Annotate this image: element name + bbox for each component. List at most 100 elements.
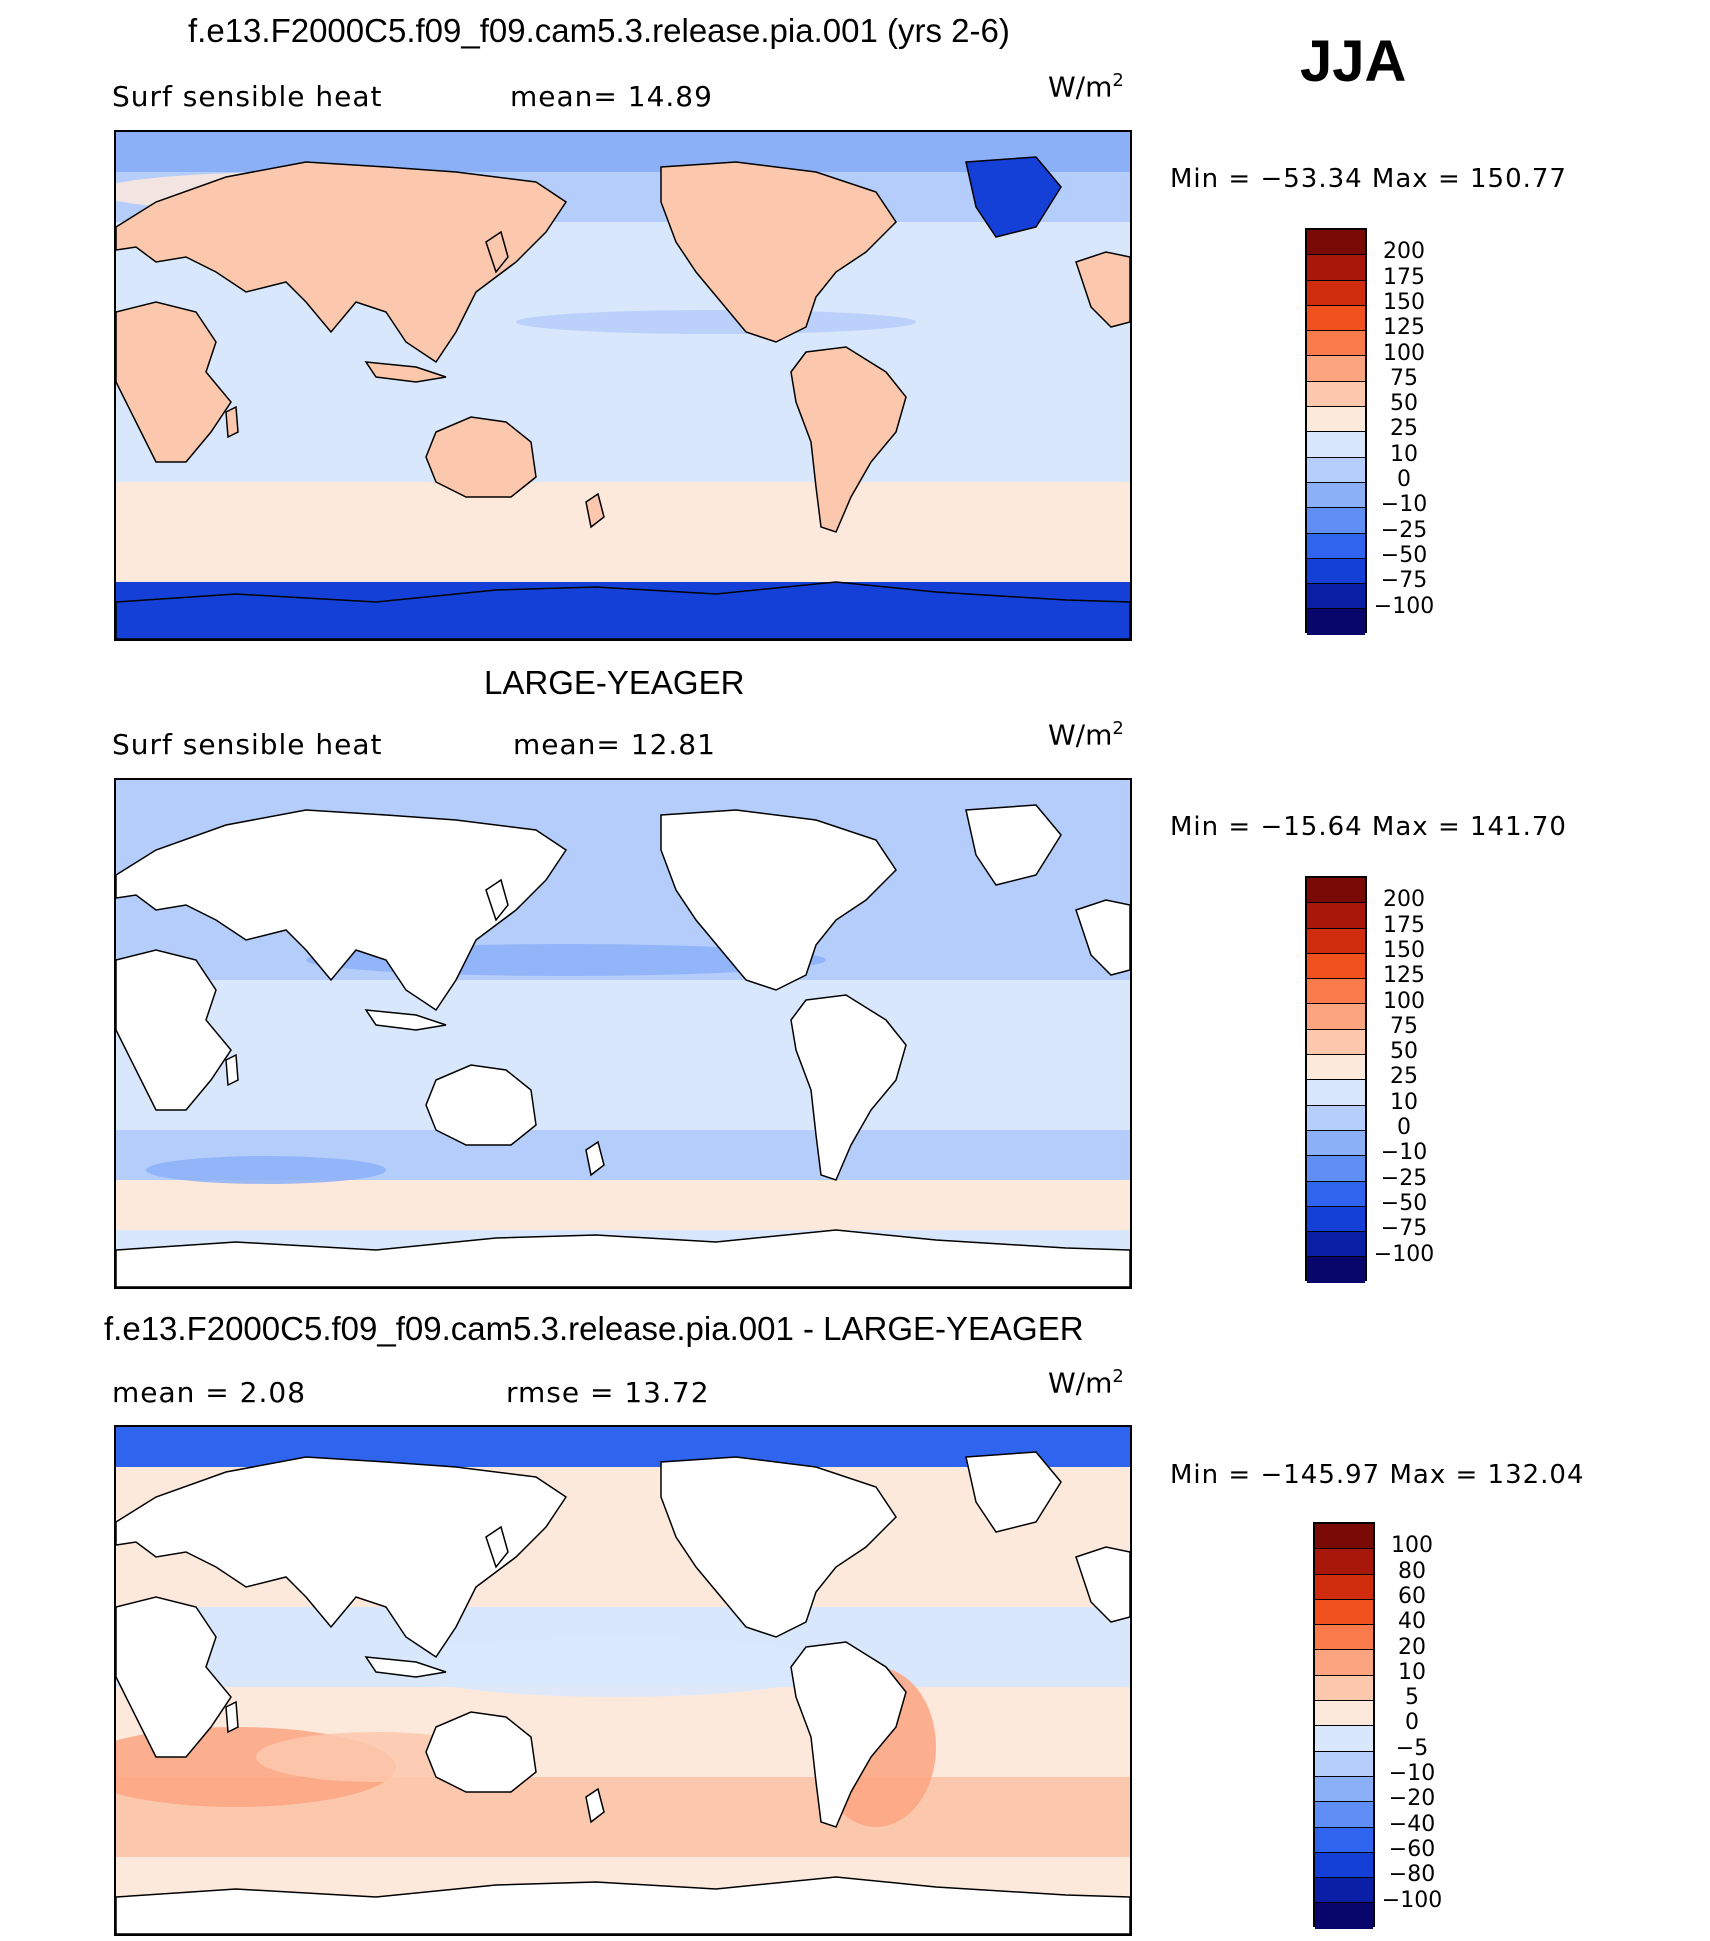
panel2-mean-label: mean= 12.81 (513, 728, 716, 761)
colorbar-swatch (1307, 584, 1365, 610)
coastline-antarctica (116, 1876, 1130, 1934)
field-anomaly-region (396, 1637, 836, 1697)
colorbar-tick-label: 100 (1391, 1533, 1433, 1559)
colorbar-swatch (1315, 1852, 1373, 1879)
coastline-south-america (790, 994, 907, 1181)
colorbar-tick-label: 50 (1390, 1039, 1418, 1065)
ocean-field-band (116, 980, 1130, 1060)
colorbar-swatch (1307, 381, 1365, 408)
field-anomaly-region (516, 310, 916, 334)
colorbar-swatch (1307, 230, 1365, 256)
coastline-australia (425, 1064, 537, 1146)
colorbar-swatch (1307, 280, 1365, 306)
colorbar-tick-label: −100 (1381, 1887, 1443, 1913)
coastline-greenland (965, 1451, 1062, 1533)
panel2-map (114, 778, 1132, 1289)
colorbar-swatch (1307, 1130, 1365, 1157)
panel2-title: LARGE-YEAGER (484, 664, 745, 701)
coastline-europe-west (1075, 1546, 1130, 1623)
panel3-map (114, 1425, 1132, 1936)
colorbar-swatch (1315, 1574, 1373, 1600)
colorbar-tick-label: 0 (1397, 467, 1411, 492)
colorbar-swatch (1307, 305, 1365, 332)
coastline-new-zealand (585, 1787, 605, 1824)
colorbar-tick-label: −20 (1388, 1786, 1436, 1812)
colorbar-swatch (1315, 1650, 1373, 1676)
colorbar-swatches (1305, 876, 1367, 1283)
ocean-field-band (116, 1060, 1130, 1130)
colorbar-swatch (1307, 356, 1365, 382)
coastline-australia (425, 416, 537, 498)
panel3-mean-label: mean = 2.08 (112, 1376, 307, 1409)
colorbar-swatch (1315, 1726, 1373, 1752)
colorbar-tick-label: 50 (1390, 391, 1418, 417)
coastline-japan (485, 878, 509, 922)
coastline-new-zealand (585, 492, 605, 529)
panel3-map-svg (116, 1427, 1130, 1934)
colorbar-tick-label: −75 (1380, 1216, 1428, 1242)
colorbar-swatch (1307, 903, 1365, 929)
coastline-eurasia (116, 161, 568, 364)
colorbar-swatch (1307, 482, 1365, 509)
colorbar-swatch (1315, 1751, 1373, 1777)
colorbar-swatch (1315, 1524, 1373, 1550)
colorbar-swatch (1315, 1675, 1373, 1702)
coastline-australia (425, 1711, 537, 1793)
colorbar-tick-label: −100 (1373, 1241, 1435, 1267)
colorbar-tick-label: 80 (1398, 1558, 1426, 1584)
colorbar-swatch (1307, 1181, 1365, 1207)
colorbar-swatch (1307, 1257, 1365, 1283)
panel2-minmax: Min = −15.64 Max = 141.70 (1170, 812, 1567, 842)
colorbar-tick-label: 40 (1398, 1609, 1426, 1635)
colorbar-swatch (1315, 1549, 1373, 1575)
panel3-title: f.e13.F2000C5.f09_f09.cam5.3.release.pia… (104, 1310, 1084, 1347)
coastline-africa (116, 1596, 232, 1758)
colorbar-tick-label: 60 (1398, 1583, 1426, 1609)
panel1-map (114, 130, 1132, 641)
colorbar-tick-label: −75 (1380, 568, 1428, 594)
colorbar-swatch (1307, 331, 1365, 357)
colorbar-swatch (1307, 255, 1365, 281)
panel1-units: W/m2 (1048, 70, 1124, 104)
field-anomaly-region (146, 1156, 386, 1184)
panel3-minmax: Min = −145.97 Max = 132.04 (1170, 1460, 1585, 1490)
ocean-field-band (116, 412, 1130, 482)
coastline-europe-west (1075, 899, 1130, 976)
colorbar-swatch (1307, 953, 1365, 980)
coastline-japan (485, 230, 509, 274)
colorbar-swatch (1307, 533, 1365, 559)
colorbar-tick-label: 10 (1390, 1089, 1418, 1115)
coastline-north-america (660, 1456, 897, 1638)
colorbar-tick-label: 100 (1383, 340, 1425, 366)
colorbar-swatch (1307, 928, 1365, 954)
coastline-japan (485, 1525, 509, 1569)
colorbar-swatch (1307, 878, 1365, 904)
coastline-south-america (790, 1641, 907, 1828)
colorbar-tick-label: 10 (1398, 1659, 1426, 1685)
panel3-colorbar: 100 80 60 40 20 10 5 0 −5 −10 −20 −40 −60 −80 −100 (1313, 1522, 1473, 1929)
coastline-africa (116, 949, 232, 1111)
coastline-africa (116, 301, 232, 463)
panel1-map-svg (116, 132, 1130, 639)
colorbar-tick-label: 25 (1390, 416, 1418, 442)
colorbar-swatch (1315, 1802, 1373, 1828)
coastline-indonesia (364, 361, 447, 383)
coastline-greenland (965, 804, 1062, 886)
panel1-colorbar: 200 175 150 125 100 75 50 25 10 0 −10 −25 −50 −75 −100 (1305, 228, 1465, 635)
panel2-colorbar: 200 175 150 125 100 75 50 25 10 0 −10 −25 −50 −75 −100 (1305, 876, 1465, 1283)
colorbar-swatches (1305, 228, 1367, 635)
colorbar-swatch (1307, 1156, 1365, 1182)
colorbar-swatch (1307, 1029, 1365, 1056)
coastline-antarctica (116, 1229, 1130, 1287)
colorbar-swatch (1307, 1232, 1365, 1258)
colorbar-swatch (1307, 1004, 1365, 1030)
colorbar-tick-label: −60 (1388, 1836, 1436, 1862)
coastline-eurasia (116, 1456, 568, 1659)
field-anomaly-region (656, 519, 976, 535)
colorbar-tick-label: 25 (1390, 1064, 1418, 1090)
panel1-title: f.e13.F2000C5.f09_f09.cam5.3.release.pia… (188, 12, 1010, 49)
colorbar-tick-label: 175 (1383, 264, 1425, 290)
panel3-rmse-label: rmse = 13.72 (506, 1376, 710, 1409)
colorbar-tick-label: −25 (1380, 517, 1428, 543)
coastline-north-america (660, 809, 897, 991)
